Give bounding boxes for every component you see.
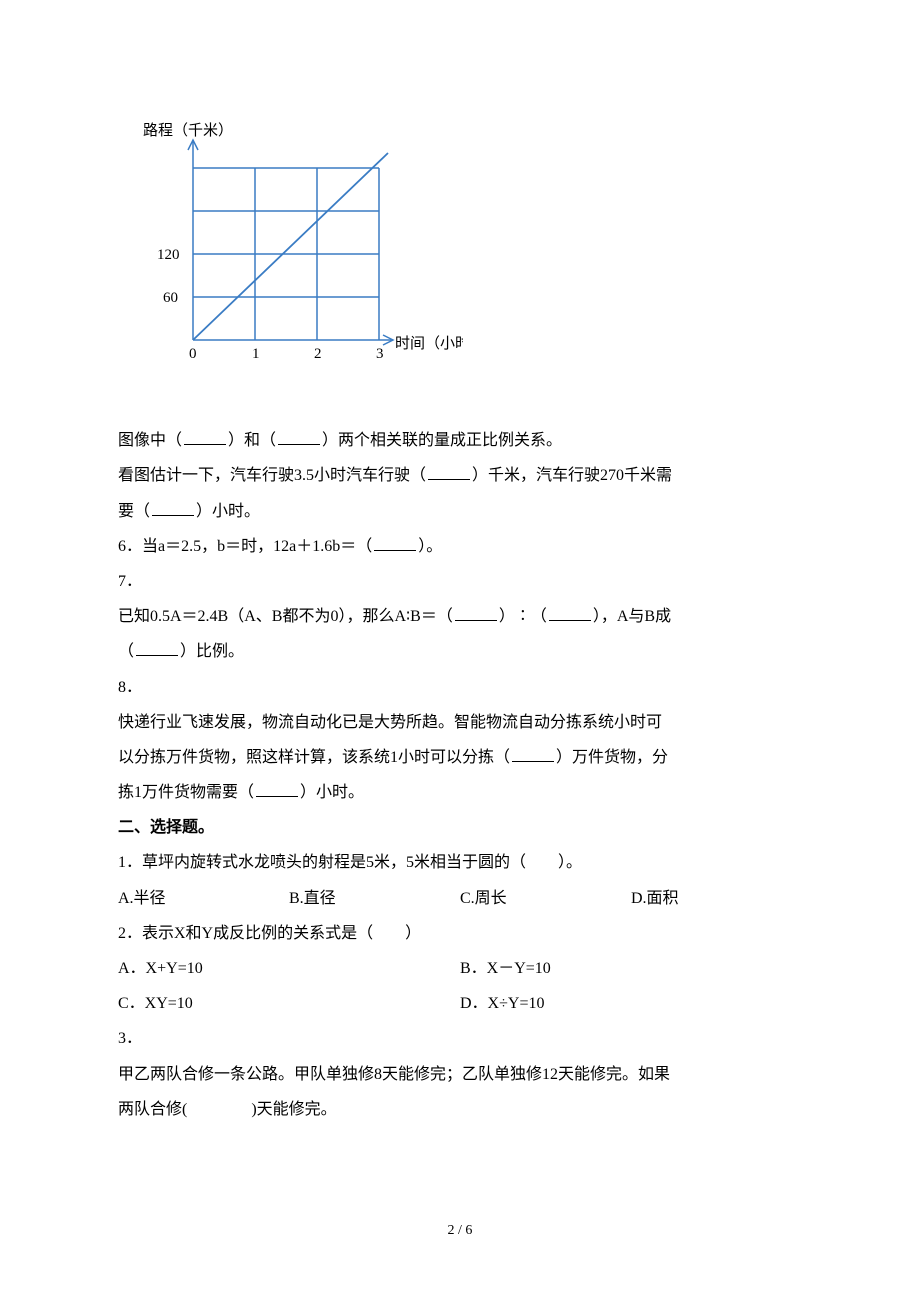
blank [184, 429, 226, 445]
graph-question-1: 图像中（ ）和（ ）两个相关联的量成正比例关系。 [118, 423, 802, 458]
blank [256, 781, 298, 797]
x-tick-3: 3 [376, 346, 384, 362]
question-8-line1: 快递行业飞速发展，物流自动化已是大势所趋。智能物流自动分拣系统小时可 [118, 705, 802, 740]
mc2-choice-c: C．XY=10 [118, 986, 460, 1021]
mc2-choices-row1: A．X+Y=10 B．X－Y=10 [118, 951, 802, 986]
text: ）两个相关联的量成正比例关系。 [322, 432, 562, 449]
text: （ [118, 643, 134, 660]
page-number: 2 / 6 [0, 1216, 920, 1247]
mc-question-2: 2．表示X和Y成反比例的关系式是（ ） [118, 916, 802, 951]
mc2-choices-row2: C．XY=10 D．X÷Y=10 [118, 986, 802, 1021]
text: 拣1万件货物需要（ [118, 784, 254, 801]
question-8-num: 8． [118, 670, 802, 705]
text: ）∶（ [499, 608, 547, 625]
data-line [193, 153, 388, 340]
distance-time-chart: 路程（千米） 60 120 0 1 2 [133, 120, 802, 383]
text: ）和（ [228, 432, 276, 449]
y-tick-60: 60 [163, 290, 178, 306]
text: 图像中（ [118, 432, 182, 449]
blank [549, 605, 591, 621]
text: ）千米，汽车行驶270千米需 [472, 467, 672, 484]
question-7-line1: 已知0.5A＝2.4B（A、B都不为0），那么A∶B＝（ ）∶（ ），A与B成 [118, 599, 802, 634]
text: 看图估计一下，汽车行驶3.5小时汽车行驶（ [118, 467, 426, 484]
mc2-choice-d: D．X÷Y=10 [460, 986, 802, 1021]
text: 要（ [118, 503, 150, 520]
blank [428, 464, 470, 480]
question-6: 6．当a＝2.5，b＝时，12a＋1.6b＝（ ）。 [118, 529, 802, 564]
mc1-choice-d: D.面积 [631, 881, 802, 916]
question-8-line2: 以分拣万件货物，照这样计算，该系统1小时可以分拣（ ）万件货物，分 [118, 740, 802, 775]
mc2-choice-a: A．X+Y=10 [118, 951, 460, 986]
blank [374, 535, 416, 551]
x-tick-1: 1 [252, 346, 260, 362]
x-axis-label: 时间（小时） [395, 335, 463, 352]
blank [136, 640, 178, 656]
blank [278, 429, 320, 445]
blank [152, 500, 194, 516]
mc1-choice-a: A.半径 [118, 881, 289, 916]
y-axis-label: 路程（千米） [143, 122, 233, 139]
mc2-choice-b: B．X－Y=10 [460, 951, 802, 986]
y-tick-120: 120 [157, 247, 180, 263]
mc-question-3-num: 3． [118, 1021, 802, 1056]
question-7-line2: （ ）比例。 [118, 634, 802, 669]
text: ）。 [418, 538, 442, 555]
x-tick-0: 0 [189, 346, 197, 362]
x-tick-2: 2 [314, 346, 322, 362]
text: ）万件货物，分 [556, 749, 668, 766]
mc-question-3-line1: 甲乙两队合修一条公路。甲队单独修8天能修完；乙队单独修12天能修完。如果 [118, 1057, 802, 1092]
mc1-choice-b: B.直径 [289, 881, 460, 916]
mc1-choice-c: C.周长 [460, 881, 631, 916]
graph-question-2-line2: 要（ ）小时。 [118, 494, 802, 529]
text: ）小时。 [196, 503, 260, 520]
question-7-num: 7． [118, 564, 802, 599]
text: ）小时。 [300, 784, 364, 801]
graph-question-2-line1: 看图估计一下，汽车行驶3.5小时汽车行驶（ ）千米，汽车行驶270千米需 [118, 458, 802, 493]
mc-question-1: 1．草坪内旋转式水龙喷头的射程是5米，5米相当于圆的（ ）。 [118, 845, 802, 880]
section-2-heading: 二、选择题。 [118, 810, 802, 845]
question-8-line3: 拣1万件货物需要（ ）小时。 [118, 775, 802, 810]
chart-svg: 路程（千米） 60 120 0 1 2 [133, 120, 463, 370]
blank [512, 746, 554, 762]
text: 6．当a＝2.5，b＝时，12a＋1.6b＝（ [118, 538, 372, 555]
text: 已知0.5A＝2.4B（A、B都不为0），那么A∶B＝（ [118, 608, 453, 625]
blank [455, 605, 497, 621]
text: 以分拣万件货物，照这样计算，该系统1小时可以分拣（ [118, 749, 510, 766]
mc1-choices: A.半径 B.直径 C.周长 D.面积 [118, 881, 802, 916]
mc-question-3-line2: 两队合修( )天能修完。 [118, 1092, 802, 1127]
question-body: 图像中（ ）和（ ）两个相关联的量成正比例关系。 看图估计一下，汽车行驶3.5小时汽… [118, 423, 802, 1127]
text: ），A与B成 [593, 608, 671, 625]
text: ）比例。 [180, 643, 244, 660]
